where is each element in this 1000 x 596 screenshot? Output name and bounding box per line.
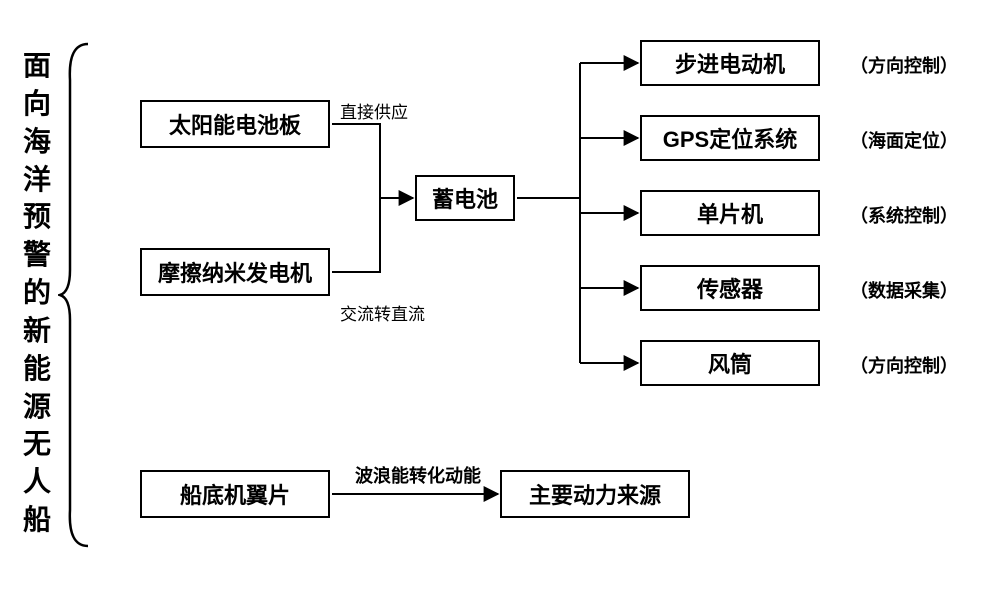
note-gps: （海面定位） xyxy=(850,127,958,153)
edge-label-direct: 直接供应 xyxy=(340,98,408,123)
node-nano: 摩擦纳米发电机 xyxy=(140,248,330,296)
note-sensor: （数据采集） xyxy=(850,277,958,303)
node-solar: 太阳能电池板 xyxy=(140,100,330,148)
note-mcu: （系统控制） xyxy=(850,202,958,228)
node-gps: GPS定位系统 xyxy=(640,115,820,161)
diagram-title: 面向海洋预警的新能源无人船 xyxy=(20,48,54,538)
node-power: 主要动力来源 xyxy=(500,470,690,518)
left-bracket xyxy=(58,40,90,550)
node-mcu: 单片机 xyxy=(640,190,820,236)
edge-label-wave: 波浪能转化动能 xyxy=(355,462,481,488)
node-sensor: 传感器 xyxy=(640,265,820,311)
note-stepper: （方向控制） xyxy=(850,52,958,78)
note-fan: （方向控制） xyxy=(850,352,958,378)
edge-label-acdc: 交流转直流 xyxy=(340,300,425,325)
node-stepper: 步进电动机 xyxy=(640,40,820,86)
node-battery: 蓄电池 xyxy=(415,175,515,221)
node-hull: 船底机翼片 xyxy=(140,470,330,518)
node-fan: 风筒 xyxy=(640,340,820,386)
